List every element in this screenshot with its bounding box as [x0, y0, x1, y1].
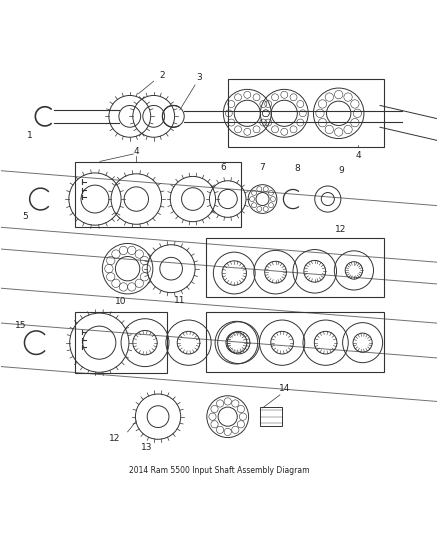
Text: 3: 3 — [197, 72, 202, 82]
Text: 14: 14 — [279, 384, 290, 393]
Text: 13: 13 — [141, 443, 153, 453]
Bar — [260, 407, 282, 426]
Text: 15: 15 — [15, 321, 27, 330]
Text: 4: 4 — [356, 151, 361, 160]
Text: 4: 4 — [134, 147, 139, 156]
Text: 6: 6 — [220, 163, 226, 172]
Text: 8: 8 — [294, 164, 300, 173]
Text: 7: 7 — [260, 163, 265, 172]
Text: 2014 Ram 5500 Input Shaft Assembly Diagram: 2014 Ram 5500 Input Shaft Assembly Diagr… — [129, 466, 309, 475]
Text: 2: 2 — [159, 70, 165, 79]
Text: 12: 12 — [335, 225, 346, 234]
Text: 12: 12 — [109, 434, 120, 443]
Text: 1: 1 — [27, 132, 32, 140]
Text: 10: 10 — [115, 297, 127, 306]
Text: 11: 11 — [174, 295, 186, 304]
Text: 9: 9 — [338, 166, 344, 175]
Text: 5: 5 — [22, 212, 28, 221]
